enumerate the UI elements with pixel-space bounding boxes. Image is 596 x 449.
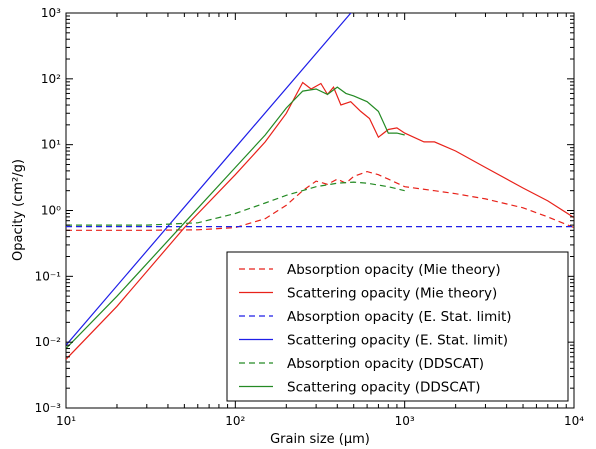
legend-entry-label: Absorption opacity (E. Stat. limit) — [287, 309, 512, 325]
y-tick-label: 10⁻³ — [35, 401, 62, 415]
legend-entry-label: Scattering opacity (E. Stat. limit) — [287, 333, 508, 349]
x-tick-label: 10⁴ — [564, 414, 584, 428]
ticks-layer: 10¹ 10² 10³ 10⁴ 10⁻³ 10⁻² 10⁻¹ 10⁰ 10¹ 10² 10³ — [35, 6, 585, 428]
series-line-4 — [66, 13, 352, 346]
legend: Absorption opacity (Mie theory) Scatterin… — [226, 251, 569, 402]
y-tick-label: 10² — [41, 72, 61, 86]
y-tick-label: 10⁻¹ — [35, 269, 62, 283]
series-line-1 — [66, 170, 574, 231]
legend-entry-label: Absorption opacity (DDSCAT) — [287, 356, 484, 372]
y-tick-label: 10³ — [41, 6, 61, 20]
y-tick-label: 10⁻² — [35, 335, 62, 349]
x-tick-label: 10¹ — [56, 414, 76, 428]
x-axis-label: Grain size (μm) — [270, 432, 370, 447]
legend-entry-label: Scattering opacity (Mie theory) — [287, 286, 497, 302]
y-axis-label: Opacity (cm²/g) — [11, 159, 26, 261]
legend-entry-label: Absorption opacity (Mie theory) — [287, 262, 501, 278]
legend-box — [226, 251, 569, 402]
series-line-2 — [66, 81, 574, 360]
series-line-6 — [66, 86, 405, 349]
series-layer — [66, 13, 574, 360]
x-tick-label: 10² — [225, 414, 245, 428]
y-tick-label: 10¹ — [41, 138, 61, 152]
legend-entry-label: Scattering opacity (DDSCAT) — [287, 380, 480, 396]
x-tick-label: 10³ — [395, 414, 415, 428]
series-line-5 — [66, 181, 405, 226]
y-tick-label: 10⁰ — [41, 204, 61, 218]
